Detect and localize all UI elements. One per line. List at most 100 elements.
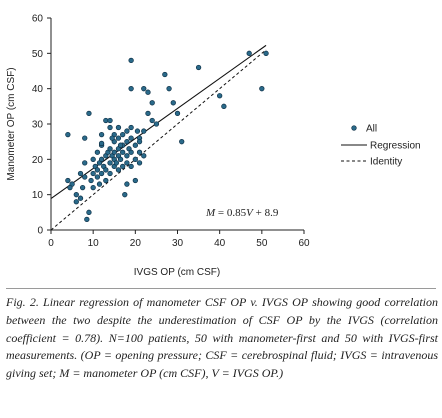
data-point	[134, 128, 141, 134]
caption-divider	[6, 288, 436, 289]
x-axis-title: IVGS OP (cm CSF)	[134, 267, 221, 278]
legend-label-all: All	[366, 124, 377, 135]
y-tick-label: 60	[32, 14, 44, 25]
y-tick-label: 40	[32, 84, 44, 95]
data-point	[86, 110, 92, 117]
data-point	[124, 181, 130, 187]
data-point	[124, 160, 130, 166]
data-point	[117, 142, 124, 148]
data-point	[115, 135, 122, 141]
data-point	[128, 86, 134, 92]
ticks-layer: 0 10 20 30 40 50 60 0 10 20 30 40 50 60	[32, 14, 310, 250]
lines-layer	[50, 44, 267, 231]
data-point	[94, 149, 101, 155]
y-tick-label: 50	[32, 49, 44, 60]
data-point	[98, 170, 105, 177]
y-axis-title: Manometer OP (cm CSF)	[6, 67, 17, 180]
data-point	[103, 167, 109, 173]
data-point	[88, 177, 94, 184]
data-point	[79, 184, 86, 191]
data-point	[263, 50, 269, 56]
data-point	[65, 131, 71, 138]
data-point	[153, 121, 160, 127]
data-point	[65, 177, 71, 184]
data-point	[128, 57, 134, 64]
equation-eq: = 0.85	[215, 207, 246, 219]
data-point	[195, 64, 202, 71]
x-tick-label: 10	[88, 238, 100, 249]
data-point	[120, 163, 126, 170]
legend-label-identity: Identity	[370, 157, 402, 168]
data-point	[94, 167, 101, 173]
data-point	[122, 192, 128, 198]
y-tick-label: 20	[32, 155, 44, 166]
equation-lhs: M	[205, 207, 216, 219]
data-point	[149, 100, 155, 106]
scatter-chart: 0 10 20 30 40 50 60 0 10 20 30 40 50 60 IVGS OP (cm C…	[6, 14, 421, 279]
data-point	[107, 146, 113, 152]
data-point	[86, 209, 92, 215]
data-point	[217, 93, 223, 99]
x-tick-label: 20	[130, 238, 142, 249]
data-point	[132, 142, 138, 148]
data-point	[117, 156, 124, 162]
data-point	[246, 50, 252, 56]
data-point	[166, 86, 172, 92]
data-point	[141, 86, 147, 92]
y-tick-label: 30	[32, 120, 44, 131]
data-point	[141, 153, 147, 159]
data-point	[77, 195, 84, 201]
data-point	[145, 110, 151, 117]
data-point	[174, 110, 181, 117]
legend-marker-all	[351, 125, 357, 131]
figure-caption: Fig. 2. Linear regression of manometer C…	[6, 295, 438, 381]
data-point	[136, 149, 143, 155]
data-point	[136, 160, 143, 166]
data-point	[98, 131, 105, 138]
data-point	[107, 170, 113, 177]
data-point	[90, 170, 96, 177]
data-point	[149, 117, 155, 124]
data-point	[124, 153, 130, 159]
data-point	[128, 135, 134, 141]
data-point	[90, 184, 96, 191]
data-point	[141, 128, 147, 134]
data-point	[179, 139, 185, 145]
x-tick-label: 60	[298, 238, 310, 249]
data-point	[221, 103, 227, 109]
data-point	[98, 140, 105, 147]
data-point	[107, 117, 113, 124]
data-point	[109, 135, 115, 141]
data-point	[67, 184, 73, 191]
data-point	[82, 174, 88, 180]
data-point	[73, 199, 79, 205]
regression-equation: M = 0.85V + 8.9	[205, 207, 279, 219]
data-point	[107, 160, 113, 166]
data-point	[136, 139, 143, 145]
x-tick-label: 30	[172, 238, 184, 249]
data-point	[82, 135, 88, 141]
equation-var: V	[246, 207, 254, 219]
data-point	[113, 160, 120, 166]
data-point	[128, 124, 134, 131]
data-point	[128, 149, 134, 155]
legend-label-regression: Regression	[370, 141, 421, 152]
data-point	[82, 160, 88, 166]
data-point	[115, 124, 122, 131]
data-point	[73, 192, 79, 198]
data-point	[162, 71, 168, 78]
data-point	[94, 174, 101, 180]
data-point	[96, 181, 103, 187]
x-tick-label: 50	[256, 238, 268, 249]
data-point	[145, 89, 151, 95]
data-point	[84, 216, 90, 223]
points-layer	[65, 50, 269, 223]
x-tick-label: 40	[214, 238, 226, 249]
data-point	[103, 177, 109, 184]
data-point	[124, 139, 130, 145]
data-point	[120, 131, 126, 138]
figure: 0 10 20 30 40 50 60 0 10 20 30 40 50 60 IVGS OP (cm C…	[6, 14, 421, 279]
data-point	[120, 149, 126, 155]
data-point	[132, 156, 138, 162]
y-tick-label: 0	[37, 226, 43, 237]
